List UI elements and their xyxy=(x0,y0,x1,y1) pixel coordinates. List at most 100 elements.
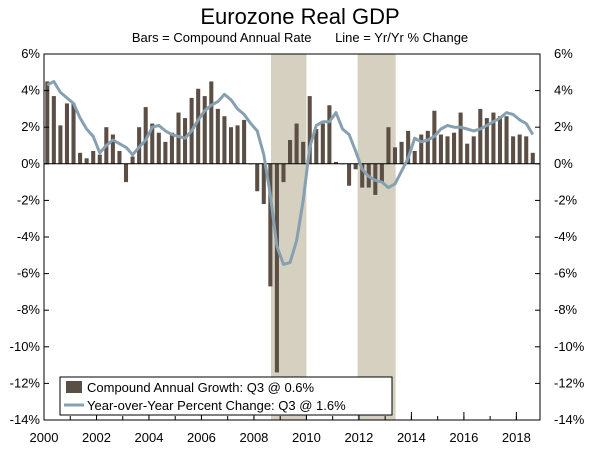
y-tick-label-left: -4% xyxy=(17,229,41,244)
gdp-bar xyxy=(235,125,240,164)
gdp-bar xyxy=(169,132,174,164)
gdp-bar xyxy=(347,163,352,186)
x-tick-label: 2004 xyxy=(135,430,164,445)
x-tick-label: 2006 xyxy=(187,430,216,445)
legend-box xyxy=(59,376,393,416)
legend-label-bars: Compound Annual Growth: Q3 @ 0.6% xyxy=(87,380,315,395)
y-tick-label-right: -10% xyxy=(554,339,585,354)
gdp-bar xyxy=(504,116,509,164)
y-tick-label-left: 4% xyxy=(21,83,40,98)
gdp-bar xyxy=(379,163,384,183)
y-tick-label-left: -2% xyxy=(17,192,41,207)
axis-ticks-layer: 6% 6% 4% 4% 2% 2% 0% 0% -2% -2% -4% -4% -6% -6% -8% -8%… xyxy=(10,46,585,445)
gdp-bar xyxy=(58,125,63,164)
gdp-bar xyxy=(458,112,463,164)
gdp-bar xyxy=(360,163,365,188)
gdp-bar xyxy=(425,130,430,164)
y-tick-label-right: -2% xyxy=(554,192,578,207)
x-tick-label: 2002 xyxy=(82,430,111,445)
y-tick-label-left: -12% xyxy=(10,375,41,390)
gdp-bar xyxy=(176,112,181,164)
gdp-bar xyxy=(478,108,483,164)
gdp-bar xyxy=(110,134,115,164)
yoy-line xyxy=(46,80,535,266)
gdp-bar xyxy=(183,118,188,164)
gdp-bar xyxy=(143,107,148,164)
y-tick-label-right: -12% xyxy=(554,375,585,390)
gdp-bar xyxy=(517,134,522,164)
gdp-bar xyxy=(307,96,312,164)
gdp-bar xyxy=(242,119,247,164)
gdp-bar xyxy=(150,123,155,164)
gdp-bar xyxy=(209,81,214,164)
x-tick-label: 2010 xyxy=(292,430,321,445)
gdp-bar xyxy=(196,88,201,164)
legend-label-line: Year-over-Year Percent Change: Q3 @ 1.6% xyxy=(87,398,346,413)
gdp-bar xyxy=(452,132,457,164)
recession-shading-layer xyxy=(271,54,396,420)
gdp-bar xyxy=(471,136,476,164)
gdp-bar xyxy=(287,140,293,164)
gdp-bar xyxy=(353,163,358,170)
gdp-bar xyxy=(445,136,450,164)
gdp-bar xyxy=(281,163,286,183)
gdp-bar xyxy=(163,141,168,164)
y-tick-label-left: -14% xyxy=(10,412,41,427)
gdp-bar xyxy=(255,163,260,192)
gdp-bar xyxy=(530,152,535,164)
y-tick-label-right: 2% xyxy=(554,119,573,134)
gdp-bar xyxy=(91,150,96,164)
gdp-bar xyxy=(465,143,470,164)
y-tick-label-right: -8% xyxy=(554,302,578,317)
x-tick-label: 2008 xyxy=(239,430,268,445)
y-tick-label-left: 2% xyxy=(21,119,40,134)
gdp-bar xyxy=(320,123,325,164)
gdp-bar xyxy=(123,163,129,183)
gdp-bar xyxy=(64,103,69,164)
gdp-bar xyxy=(294,123,299,164)
y-tick-label-right: -4% xyxy=(554,229,578,244)
chart-title: Eurozone Real GDP xyxy=(200,4,400,29)
gdp-bar xyxy=(117,150,122,164)
gdp-bar xyxy=(215,108,220,164)
gdp-bar xyxy=(301,141,306,164)
y-tick-label-left: 0% xyxy=(21,156,40,171)
gdp-bar xyxy=(51,96,56,164)
gdp-bar xyxy=(419,134,424,164)
x-tick-label: 2012 xyxy=(344,430,373,445)
gdp-bar xyxy=(412,150,417,164)
gdp-bar xyxy=(97,154,102,164)
gdp-bar xyxy=(274,163,279,373)
gdp-bar xyxy=(392,147,398,164)
gdp-bar xyxy=(228,127,234,164)
gdp-bar xyxy=(327,105,332,164)
recession-band xyxy=(357,54,396,420)
subtitle-line-note: Line = Yr/Yr % Change xyxy=(335,30,469,45)
gdp-bar xyxy=(78,152,83,164)
gdp-bar xyxy=(484,118,489,164)
gdp-bar xyxy=(314,129,319,164)
gdp-bar xyxy=(156,132,161,164)
gdp-bar xyxy=(406,130,411,164)
gdp-bar xyxy=(386,127,391,164)
y-tick-label-right: 0% xyxy=(554,156,573,171)
gdp-bar xyxy=(222,116,227,164)
gdp-bar xyxy=(45,81,50,164)
gdp-bar xyxy=(130,156,135,164)
x-tick-label: 2016 xyxy=(449,430,478,445)
chart-subtitle: Bars = Compound Annual Rate Line = Yr/Yr… xyxy=(0,30,600,45)
x-tick-label: 2014 xyxy=(397,430,426,445)
y-tick-label-right: -14% xyxy=(554,412,585,427)
y-tick-label-right: 6% xyxy=(554,46,573,61)
gdp-bar xyxy=(399,141,404,164)
y-tick-label-left: -6% xyxy=(17,266,41,281)
gdp-bar xyxy=(438,134,443,164)
gdp-bar xyxy=(202,96,207,164)
x-tick-label: 2018 xyxy=(502,430,531,445)
subtitle-bars-note: Bars = Compound Annual Rate xyxy=(131,30,312,45)
gdp-bar xyxy=(524,136,529,164)
legend: Compound Annual Growth: Q3 @ 0.6% Year-o… xyxy=(59,376,393,416)
legend-swatch-bars xyxy=(66,381,82,393)
gdp-bar xyxy=(268,163,273,287)
